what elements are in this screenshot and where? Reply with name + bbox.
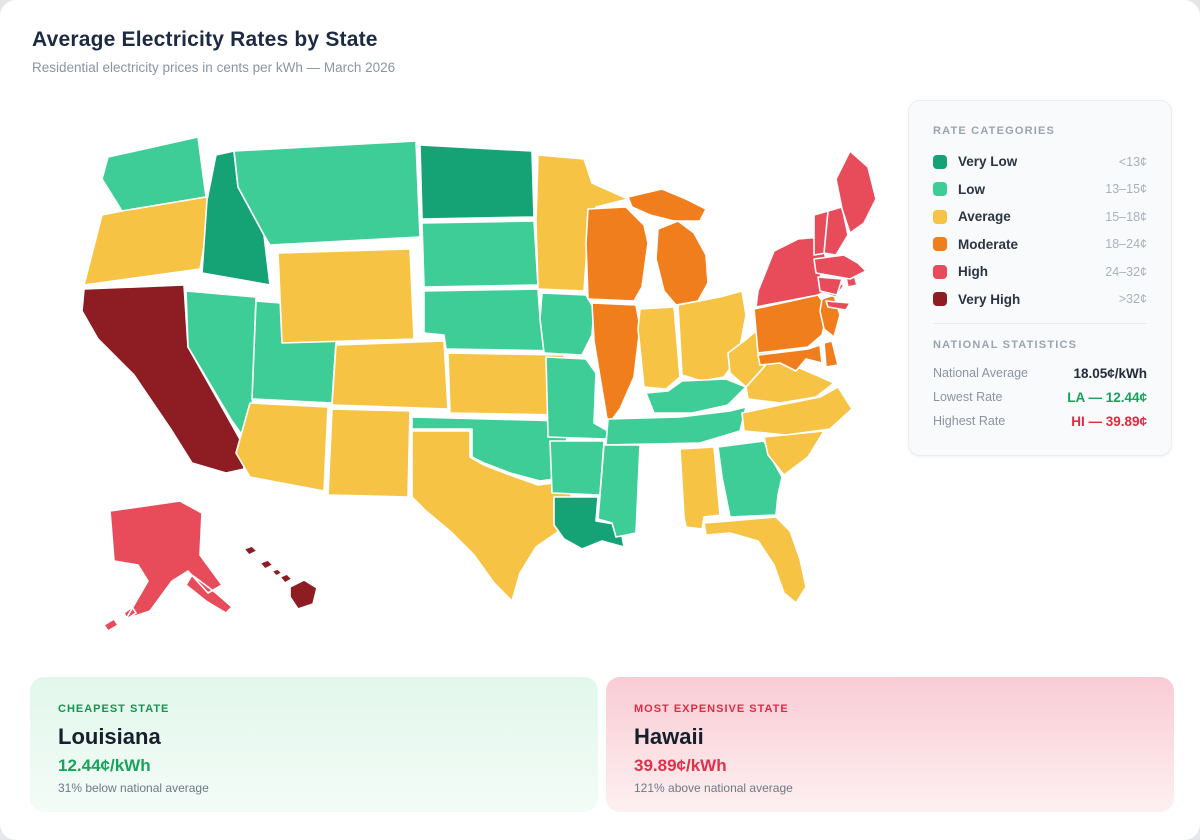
page-title: Average Electricity Rates by State: [32, 28, 378, 51]
most-expensive-state-name: Hawaii: [634, 724, 704, 749]
panel-divider: [933, 322, 1147, 324]
cheapest-card-label: CHEAPEST STATE: [58, 703, 170, 715]
state-wisconsin[interactable]: [585, 206, 649, 302]
high-swatch-icon: [933, 264, 947, 279]
cheapest-state-rate: 12.44¢/kWh: [58, 756, 151, 775]
cheapest-state-note: 31% below national average: [58, 781, 209, 795]
state-massachusetts[interactable]: [813, 254, 867, 280]
legend-range: <13¢: [1118, 154, 1147, 169]
cheapest-state-name: Louisiana: [58, 724, 161, 749]
us-choropleth-map: [80, 113, 880, 653]
stat-value: 18.05¢/kWh: [1073, 365, 1147, 381]
state-south-dakota[interactable]: [421, 220, 539, 288]
legend-item-average: Average 15–18¢: [933, 209, 1147, 224]
legend-range: 13–15¢: [1105, 182, 1147, 196]
legend-title: RATE CATEGORIES: [933, 125, 1056, 137]
most-expensive-state-note: 121% above national average: [634, 781, 793, 795]
average-swatch-icon: [933, 209, 947, 224]
state-missouri[interactable]: [545, 356, 609, 440]
stat-row-lowest-rate: Lowest Rate LA — 12.44¢: [933, 390, 1147, 405]
stat-row-highest-rate: Highest Rate HI — 39.89¢: [933, 414, 1147, 429]
state-wyoming[interactable]: [277, 248, 415, 344]
state-connecticut[interactable]: [817, 276, 843, 296]
stats-title: NATIONAL STATISTICS: [933, 338, 1078, 351]
very-low-swatch-icon: [933, 154, 947, 169]
state-iowa[interactable]: [539, 292, 595, 356]
state-texas[interactable]: [411, 430, 577, 602]
legend-item-moderate: Moderate 18–24¢: [933, 237, 1147, 252]
state-louisiana[interactable]: [553, 496, 625, 550]
state-mississippi[interactable]: [597, 444, 641, 538]
stat-row-national-average: National Average 18.05¢/kWh: [933, 366, 1147, 381]
legend-range: 18–24¢: [1105, 237, 1147, 251]
legend-label: Moderate: [958, 236, 1019, 252]
stat-label: Lowest Rate: [933, 390, 1003, 404]
legend-range: 24–32¢: [1105, 264, 1147, 279]
state-florida[interactable]: [703, 516, 807, 604]
state-south-carolina[interactable]: [763, 430, 825, 476]
state-new-hampshire[interactable]: [823, 206, 849, 256]
most-expensive-state-card: MOST EXPENSIVE STATE Hawaii 39.89¢/kWh 1…: [606, 677, 1174, 812]
legend-label: Very High: [958, 291, 1021, 307]
state-montana[interactable]: [233, 140, 421, 246]
legend-item-very-high: Very High >32¢: [933, 292, 1147, 307]
low-swatch-icon: [933, 182, 947, 196]
moderate-swatch-icon: [933, 237, 947, 251]
state-alabama[interactable]: [679, 446, 721, 530]
state-delaware[interactable]: [823, 340, 839, 368]
legend-range: 15–18¢: [1105, 209, 1147, 224]
legend-range: >32¢: [1118, 292, 1147, 306]
most-expensive-state-rate: 39.89¢/kWh: [634, 756, 727, 775]
stat-label: National Average: [933, 366, 1028, 380]
state-north-dakota[interactable]: [419, 144, 535, 220]
state-indiana[interactable]: [637, 306, 681, 390]
state-michigan[interactable]: [627, 188, 709, 306]
stat-label: Highest Rate: [933, 414, 1006, 428]
cheapest-state-card: CHEAPEST STATE Louisiana 12.44¢/kWh 31% …: [30, 677, 598, 812]
state-arkansas[interactable]: [549, 440, 605, 496]
legend-label: Average: [958, 209, 1011, 224]
legend-panel: RATE CATEGORIES Very Low <13¢ Low 13–15¢…: [908, 100, 1172, 456]
legend-label: Very Low: [958, 154, 1018, 169]
state-hawaii[interactable]: [243, 545, 318, 610]
very-high-swatch-icon: [933, 292, 947, 306]
state-north-carolina[interactable]: [741, 386, 853, 436]
most-expensive-card-label: MOST EXPENSIVE STATE: [634, 703, 789, 715]
stat-value: HI — 39.89¢: [1071, 413, 1147, 429]
state-arizona[interactable]: [235, 402, 329, 492]
state-oregon[interactable]: [83, 196, 213, 286]
state-colorado[interactable]: [331, 340, 449, 410]
page-subtitle: Residential electricity prices in cents …: [32, 60, 396, 75]
legend-item-high: High 24–32¢: [933, 264, 1147, 279]
legend-item-very-low: Very Low <13¢: [933, 154, 1147, 169]
state-illinois[interactable]: [591, 302, 641, 426]
stat-value: LA — 12.44¢: [1067, 389, 1147, 405]
us-map-svg: [81, 136, 877, 632]
state-new-mexico[interactable]: [327, 408, 411, 498]
legend-item-low: Low 13–15¢: [933, 182, 1147, 197]
legend-label: Low: [958, 181, 985, 197]
state-maryland[interactable]: [757, 344, 823, 372]
state-maine[interactable]: [835, 150, 877, 234]
legend-list: Very Low <13¢ Low 13–15¢ Average 15–18¢ …: [933, 154, 1147, 307]
legend-label: High: [958, 264, 988, 279]
state-alaska[interactable]: [103, 500, 233, 632]
header: Average Electricity Rates by State Resid…: [32, 28, 395, 75]
